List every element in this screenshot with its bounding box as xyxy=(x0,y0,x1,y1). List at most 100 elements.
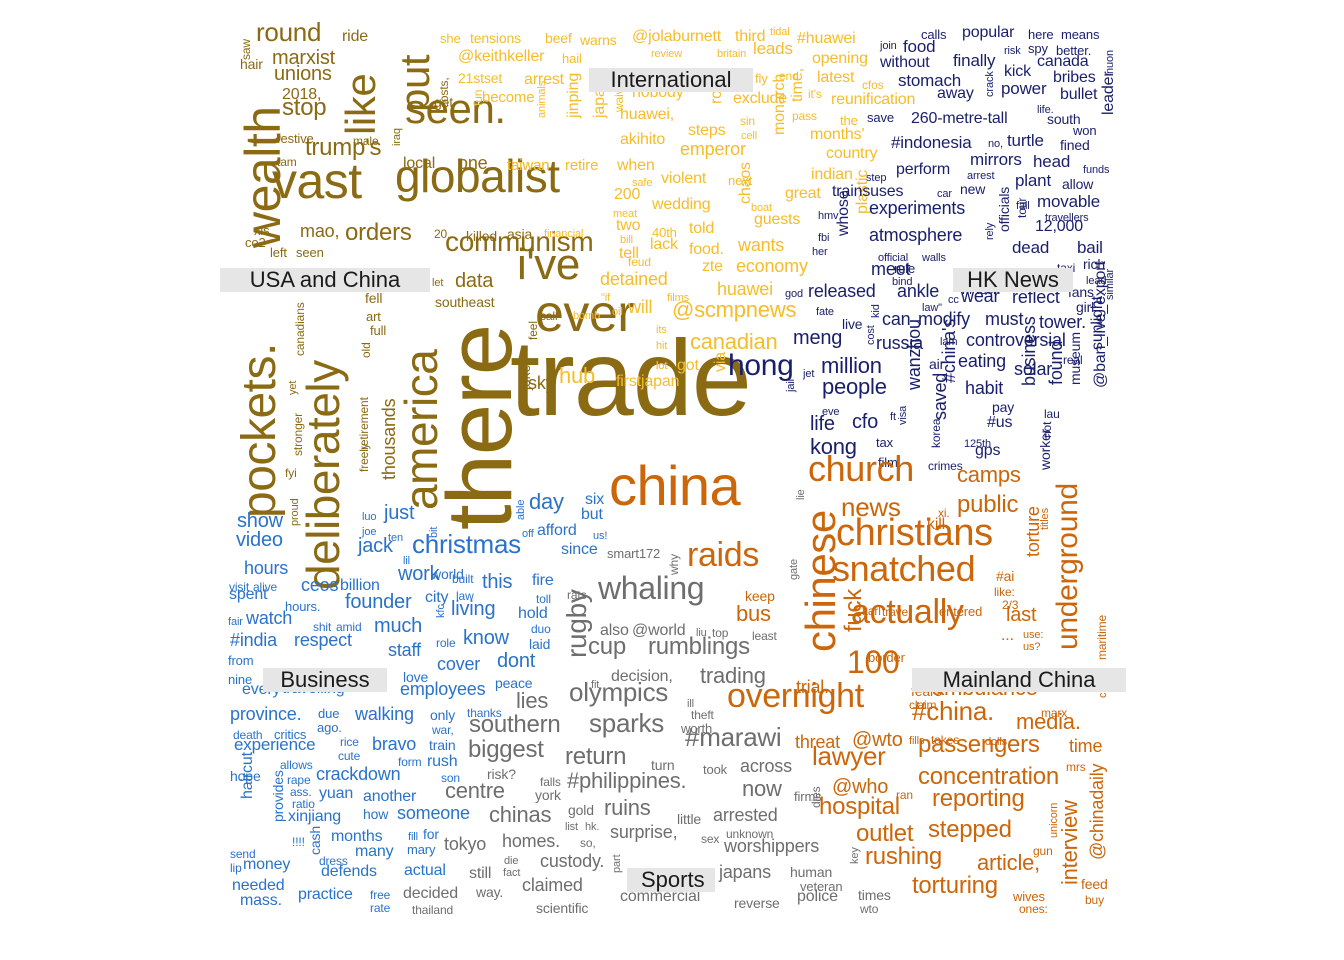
word-sports-took: took xyxy=(703,761,728,777)
word-hk-news-experiments: experiments xyxy=(869,197,966,218)
word-business-rush: rush xyxy=(427,753,458,771)
word-hk-news-away: away xyxy=(937,85,974,103)
word-mainland-china-fills: fills xyxy=(909,735,925,748)
word-mainland-china-maritime: maritime xyxy=(1095,614,1109,660)
word-business-bravo: bravo xyxy=(372,733,417,754)
word-usa-china-data: data xyxy=(455,270,494,292)
word-hk-news-allow: allow xyxy=(1062,175,1094,192)
word-hk-news-bind: bind xyxy=(892,276,913,289)
word-hk-news-finally: finally xyxy=(953,51,996,71)
word-international-next: next xyxy=(728,172,753,188)
word-hk-news-hmv: hmv xyxy=(818,210,839,223)
word-mainland-china-underground: underground xyxy=(1051,483,1084,650)
word-business-hours: hours. xyxy=(285,598,321,614)
word-hk-news-kong: kong xyxy=(810,434,857,460)
word-hk-news-similar: similar xyxy=(1104,268,1116,300)
word-sports-hk: hk. xyxy=(585,821,600,834)
word-sports-york: york xyxy=(535,786,561,803)
word-international-tidal: tidal xyxy=(770,26,790,39)
word-hk-news-rely: rely xyxy=(984,222,996,240)
word-hk-news-can: can xyxy=(882,308,911,329)
word-international-guests: guests xyxy=(754,211,801,229)
word-international-got: got xyxy=(677,357,699,375)
word-mainland-china-church: church xyxy=(808,448,914,490)
word-business-experience: experience xyxy=(234,735,316,755)
word-usa-china-get: get xyxy=(434,93,454,110)
word-international-pass: pass xyxy=(792,109,817,124)
word-international-jinping: jinping xyxy=(565,72,582,118)
word-sports-commercial: commercial xyxy=(620,888,701,906)
word-usa-china-southeast: southeast xyxy=(435,293,495,310)
word-international-fly: fly xyxy=(755,70,768,86)
word-sports-arrested: arrested xyxy=(713,804,778,825)
word-hk-news-fans: fans xyxy=(1068,283,1094,300)
group-label-sports: Sports xyxy=(627,868,715,892)
word-hk-news-live: live xyxy=(842,315,863,332)
word-sports-decision: decision, xyxy=(611,668,673,686)
word-hk-news-trainsuses: trainsuses xyxy=(832,183,904,201)
word-hk-news-her: her xyxy=(812,246,828,259)
word-hk-news-visa: visa xyxy=(897,405,909,425)
word-business-cover: cover xyxy=(437,653,481,674)
word-mainland-china-lawyer: lawyer xyxy=(812,741,886,772)
word-usa-china-sky: sky xyxy=(528,372,555,393)
word-hk-news-funds: funds xyxy=(1083,164,1110,177)
word-hk-news-pay: pay xyxy=(992,398,1015,415)
word-hk-news-air: air xyxy=(929,355,945,372)
word-mainland-china-takes: takes xyxy=(931,733,960,748)
word-business-india: #india xyxy=(230,629,277,650)
word-sports-die: die xyxy=(504,855,519,868)
word-mainland-china-kill: kill xyxy=(927,516,946,534)
word-usa-china-globalist: globalist xyxy=(395,150,560,203)
word-usa-china-local: local xyxy=(403,155,436,173)
word-business-just: just xyxy=(384,502,415,524)
word-usa-china-trump-s: trump's xyxy=(305,133,382,161)
word-sports-surprise: surprise, xyxy=(610,821,678,842)
word-business-how: how xyxy=(363,805,389,822)
word-usa-china-mao: mao, xyxy=(300,220,340,241)
group-label-international: International xyxy=(589,68,753,92)
word-hk-news-fate: fate xyxy=(816,306,834,319)
word-mainland-china-buy: buy xyxy=(1085,893,1104,908)
word-business-defends: defends xyxy=(321,863,377,881)
word-business-lil: lil xyxy=(403,555,411,568)
word-hk-news-12-000: 12,000 xyxy=(1035,218,1083,236)
word-hk-news-wanzhou: wanzhou xyxy=(904,319,924,390)
word-sports-way: way. xyxy=(476,883,504,900)
word-sports-trading: trading xyxy=(700,663,766,689)
word-sports-liu: liu xyxy=(696,627,707,640)
word-hk-news-eating: eating xyxy=(958,350,1006,371)
word-business-visit: visit xyxy=(229,580,250,595)
word-usa-china-iraq: iraq xyxy=(391,128,403,146)
word-sports-risk: risk? xyxy=(487,765,516,782)
word-usa-china-let: let xyxy=(432,277,444,290)
word-sports-claimed: claimed xyxy=(522,874,583,895)
word-mainland-china-actually: actually xyxy=(851,592,964,631)
word-international-arrest: arrest xyxy=(524,71,564,89)
word-sports-worshippers: worshippers xyxy=(724,835,820,856)
word-usa-china-xis: xis xyxy=(254,222,270,238)
word-international-food: food. xyxy=(689,241,724,259)
word-international-great: great xyxy=(785,185,821,203)
group-label-usa-china: USA and China xyxy=(220,268,430,292)
word-business-city: city xyxy=(425,589,449,607)
word-international-third: third xyxy=(735,28,766,46)
word-international-indian: indian xyxy=(811,166,853,184)
word-sports-fit: fit xyxy=(591,679,600,692)
word-hk-news-new: new xyxy=(960,180,986,197)
word-mainland-china-entered: entered xyxy=(939,603,983,619)
word-business-mary: mary xyxy=(407,841,436,857)
word-mainland-china-dolls: dolls xyxy=(985,736,1008,749)
word-international-told: told xyxy=(689,220,715,238)
word-international-latest: latest xyxy=(817,69,855,87)
word-international-end: end xyxy=(779,69,799,84)
word-sports-chinas: chinas xyxy=(489,802,552,828)
word-mainland-china-mrs: mrs xyxy=(1066,760,1086,775)
word-business-months: months xyxy=(331,828,383,846)
word-business-ass: ass. xyxy=(290,785,312,800)
word-business-show: show xyxy=(237,510,283,532)
word-business-peace: peace xyxy=(495,674,533,691)
word-usa-china-asia: asia xyxy=(507,225,533,242)
word-hk-news-real: real xyxy=(1063,353,1083,368)
word-usa-china-i-ve: i've xyxy=(517,239,580,289)
